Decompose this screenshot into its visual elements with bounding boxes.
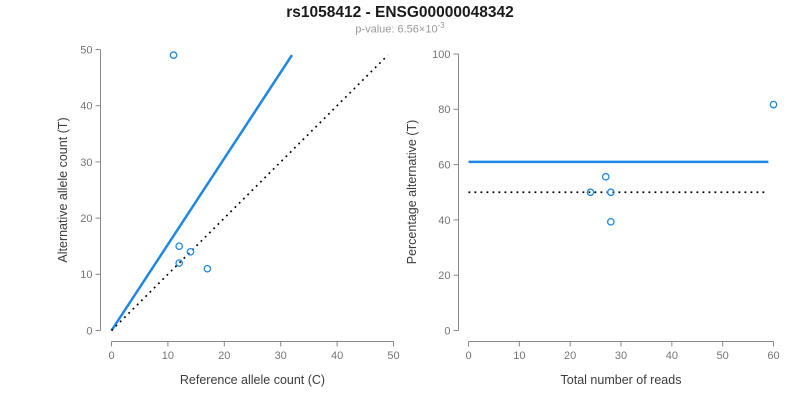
y-axis-title: Alternative allele count (T) bbox=[56, 117, 70, 262]
data-point bbox=[169, 51, 178, 59]
panel-ref-vs-alt-scatter: 0 10 20 30 40 50 0 10 20 30 40 50 Reference allele c… bbox=[56, 44, 400, 387]
fitted-ratio-line bbox=[110, 54, 294, 332]
y-axis-title: Percentage alternative (T) bbox=[405, 120, 419, 265]
y-tick-label: 50 bbox=[80, 44, 92, 56]
y-tick-label: 20 bbox=[438, 270, 450, 282]
x-tick-label: 20 bbox=[564, 350, 576, 362]
data-point bbox=[175, 259, 184, 267]
identity-line bbox=[110, 54, 389, 332]
data-point bbox=[606, 188, 615, 197]
x-tick-label: 30 bbox=[275, 350, 287, 362]
x-tick-label: 50 bbox=[717, 350, 729, 362]
x-tick-label: 0 bbox=[108, 350, 114, 362]
pvalue-exponent: -3 bbox=[437, 21, 445, 30]
x-tick-label: 40 bbox=[331, 350, 343, 362]
y-tick-label: 30 bbox=[80, 157, 92, 169]
y-tick-label: 60 bbox=[438, 159, 450, 171]
plot-title: rs1058412 - ENSG00000048342 bbox=[286, 4, 514, 21]
y-tick-label: 20 bbox=[80, 213, 92, 225]
data-point bbox=[203, 264, 212, 273]
pvalue-text: p-value: 6.56×10 bbox=[355, 23, 438, 36]
x-tick-label: 60 bbox=[767, 350, 779, 362]
x-axis-title: Reference allele count (C) bbox=[180, 373, 325, 387]
data-point bbox=[186, 247, 195, 256]
y-tick-label: 40 bbox=[80, 101, 92, 113]
y-tick-label: 0 bbox=[444, 325, 450, 337]
data-point bbox=[601, 172, 610, 181]
panel-reads-vs-percentage-scatter: 0 20 40 60 80 100 0 10 20 30 40 50 60 Total number of… bbox=[405, 49, 780, 387]
x-tick-label: 40 bbox=[666, 350, 678, 362]
x-tick-label: 10 bbox=[513, 350, 525, 362]
x-tick-label: 10 bbox=[162, 350, 174, 362]
y-tick-label: 100 bbox=[432, 49, 450, 61]
y-tick-label: 0 bbox=[86, 325, 92, 337]
x-tick-label: 0 bbox=[465, 350, 471, 362]
plot-subtitle: p-value: 6.56×10-3 bbox=[0, 21, 800, 36]
data-point bbox=[175, 242, 184, 251]
y-tick-label: 10 bbox=[80, 269, 92, 281]
x-tick-label: 50 bbox=[387, 350, 399, 362]
y-tick-label: 40 bbox=[438, 215, 450, 227]
data-point bbox=[586, 188, 595, 197]
x-tick-label: 30 bbox=[615, 350, 627, 362]
data-point bbox=[769, 100, 778, 109]
data-point bbox=[606, 217, 615, 226]
x-tick-label: 20 bbox=[218, 350, 230, 362]
y-tick-label: 80 bbox=[438, 104, 450, 116]
x-axis-title: Total number of reads bbox=[561, 373, 682, 387]
